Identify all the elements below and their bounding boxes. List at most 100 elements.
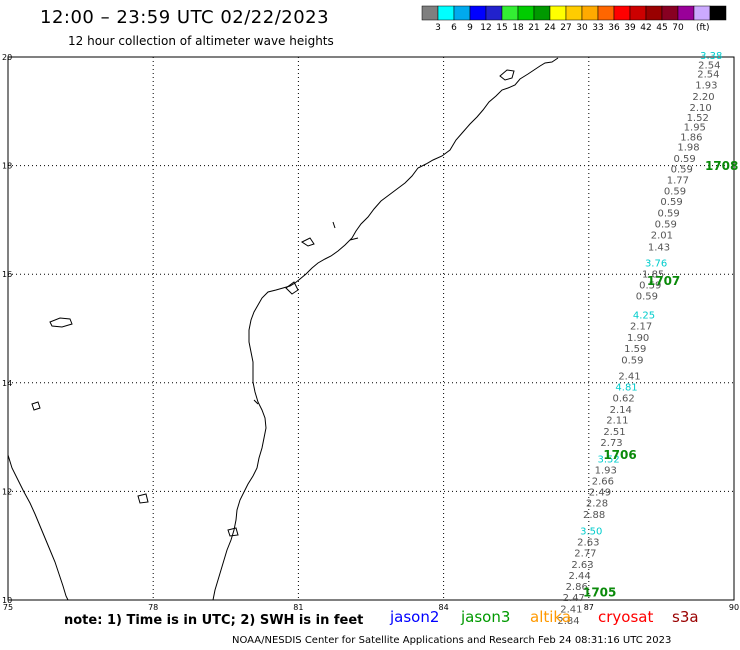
colorbar-swatch xyxy=(613,5,631,21)
lat-tick-label: 18 xyxy=(2,162,12,171)
wave-height-value: 1.95 xyxy=(684,122,706,133)
wave-height-labels: 3.382.542.541.932.202.101.521.951.861.98… xyxy=(557,51,722,627)
page-subtitle: 12 hour collection of altimeter wave hei… xyxy=(68,34,334,48)
colorbar-tick-label: 12 xyxy=(480,23,491,33)
wave-height-value: 1.59 xyxy=(624,344,646,355)
wave-height-value: 2.10 xyxy=(689,103,711,114)
wave-height-value: 0.59 xyxy=(639,280,661,291)
wave-height-value: 2.17 xyxy=(630,322,652,333)
pass-number: 1708 xyxy=(705,159,738,173)
colorbar-swatch xyxy=(597,5,615,21)
wave-height-value: 1.93 xyxy=(595,465,617,476)
colorbar-tick-label: 9 xyxy=(467,23,473,33)
colorbar-swatch xyxy=(501,5,519,21)
colorbar-tick-label: 70 xyxy=(672,23,684,33)
colorbar-unit: (ft) xyxy=(696,23,710,33)
wave-height-value: 3.50 xyxy=(580,526,602,537)
axis-ticks: 75 78 81 84 87 90 10 12 14 16 18 20 xyxy=(2,53,739,612)
colorbar-swatch xyxy=(485,5,503,21)
lon-tick-label: 90 xyxy=(729,603,739,612)
satellite-altika: altika xyxy=(530,608,572,626)
wave-height-value: 1.98 xyxy=(677,142,699,153)
colorbar: 3 6 9 12 15 18 21 24 27 30 33 36 39 42 45 70 (ft) xyxy=(421,5,727,33)
colorbar-swatch xyxy=(421,5,439,21)
pass-labels: 1705 1706 1707 1708 xyxy=(583,159,738,600)
lon-tick-label: 75 xyxy=(3,603,13,612)
colorbar-tick-label: 18 xyxy=(512,23,524,33)
map-frame xyxy=(7,56,735,601)
lon-tick-label: 84 xyxy=(439,603,449,612)
lat-tick-label: 20 xyxy=(2,53,12,62)
wave-height-value: 0.59 xyxy=(636,292,658,303)
map-grid xyxy=(8,57,734,600)
colorbar-swatch xyxy=(693,5,711,21)
wave-height-value: 0.59 xyxy=(660,197,682,208)
pass-number: 1706 xyxy=(603,448,636,462)
colorbar-tick-label: 30 xyxy=(576,23,588,33)
wave-height-value: 2.14 xyxy=(610,405,632,416)
lat-tick-label: 16 xyxy=(2,270,12,279)
colorbar-swatch xyxy=(677,5,695,21)
colorbar-tick-label: 33 xyxy=(592,23,603,33)
colorbar-tick-label: 36 xyxy=(608,23,620,33)
coastline xyxy=(7,57,559,601)
wave-height-value: 2.88 xyxy=(583,510,605,521)
colorbar-swatch xyxy=(517,5,535,21)
wave-height-value: 2.20 xyxy=(692,92,714,103)
wave-height-value: 3.76 xyxy=(645,259,667,270)
colorbar-tick-label: 24 xyxy=(544,23,556,33)
wave-height-value: 0.59 xyxy=(664,186,686,197)
wave-height-value: 0.59 xyxy=(673,154,695,165)
wave-height-value: 2.11 xyxy=(606,416,628,427)
wave-height-value: 1.86 xyxy=(680,133,702,144)
satellite-jason2: jason2 xyxy=(390,608,440,626)
wave-height-value: 2.84 xyxy=(557,616,579,627)
colorbar-tick-label: 39 xyxy=(624,23,636,33)
wave-height-value: 2.47 xyxy=(563,593,585,604)
wave-height-value: 2.86 xyxy=(566,582,588,593)
wave-height-value: 1.90 xyxy=(627,333,649,344)
wave-height-value: 0.62 xyxy=(613,393,635,404)
footer-credit: NOAA/NESDIS Center for Satellite Applica… xyxy=(232,635,672,646)
lat-tick-label: 14 xyxy=(2,379,12,388)
wave-height-value: 4.81 xyxy=(615,382,637,393)
wave-height-value: 2.54 xyxy=(697,70,719,81)
wave-height-value: 2.41 xyxy=(618,372,640,383)
lon-tick-label: 81 xyxy=(293,603,303,612)
wave-height-value: 2.44 xyxy=(568,571,590,582)
page-title: 12:00 – 23:59 UTC 02/22/2023 xyxy=(40,7,330,28)
wave-height-value: 2.77 xyxy=(574,549,596,560)
wave-height-value: 0.59 xyxy=(671,165,693,176)
lat-tick-label: 12 xyxy=(2,487,12,496)
wave-height-value: 2.01 xyxy=(651,230,673,241)
colorbar-swatch xyxy=(469,5,487,21)
wave-height-value: 1.85 xyxy=(642,269,664,280)
colorbar-swatch xyxy=(581,5,599,21)
wave-height-value: 2.51 xyxy=(603,427,625,438)
pass-number: 1707 xyxy=(647,274,680,288)
wave-height-value: 3.38 xyxy=(700,51,722,62)
pass-number: 1705 xyxy=(583,586,616,600)
wave-height-value: 0.59 xyxy=(655,220,677,231)
wave-height-value: 1.77 xyxy=(667,176,689,187)
colorbar-tick-label: 15 xyxy=(496,23,507,33)
colorbar-swatch xyxy=(645,5,663,21)
wave-height-value: 1.93 xyxy=(695,80,717,91)
satellite-cryosat: cryosat xyxy=(598,608,654,626)
satellite-jason3: jason3 xyxy=(461,608,511,626)
lon-tick-label: 87 xyxy=(584,603,594,612)
wave-height-value: 2.49 xyxy=(589,488,611,499)
wave-height-value: 2.73 xyxy=(600,438,622,449)
lon-tick-label: 78 xyxy=(148,603,158,612)
wave-height-value: 0.59 xyxy=(658,209,680,220)
wave-height-value: 2.54 xyxy=(698,60,720,71)
wave-height-value: 3.52 xyxy=(598,455,620,466)
lat-tick-label: 10 xyxy=(2,596,12,605)
wave-height-value: 1.52 xyxy=(687,113,709,124)
wave-height-value: 1.43 xyxy=(648,242,670,253)
colorbar-tick-label: 45 xyxy=(656,23,667,33)
wave-height-value: 4.25 xyxy=(633,311,655,322)
wave-height-value: 2.66 xyxy=(592,476,614,487)
colorbar-tick-label: 6 xyxy=(451,23,457,33)
